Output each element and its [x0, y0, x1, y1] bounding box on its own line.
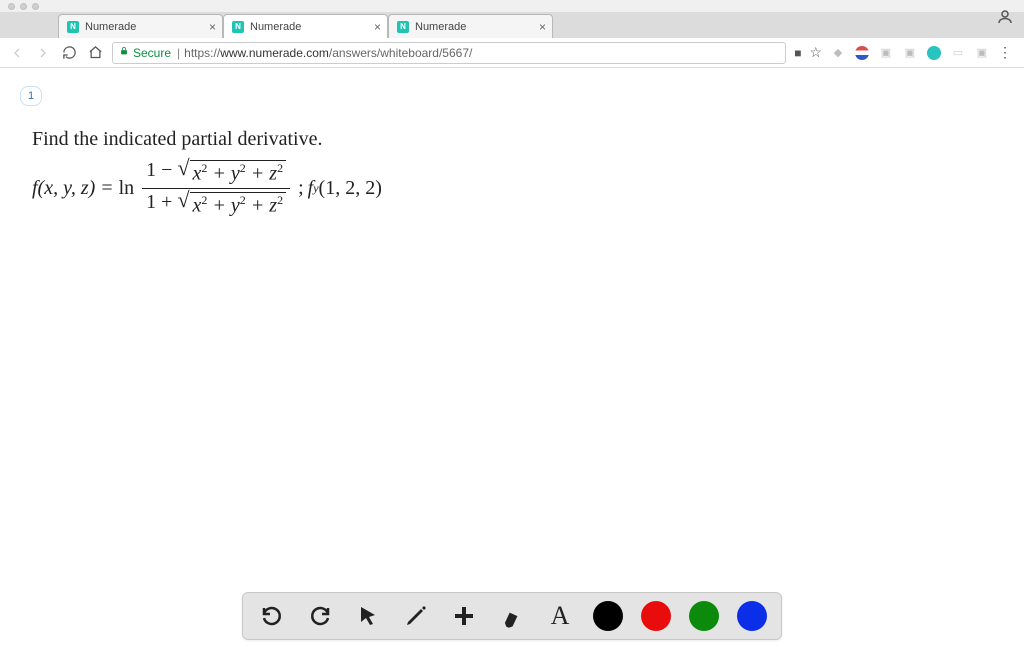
extension-icon-5[interactable]: [926, 45, 942, 61]
traffic-light-zoom[interactable]: [32, 3, 39, 10]
lock-icon: [119, 46, 129, 59]
tab-1[interactable]: N Numerade ×: [223, 14, 388, 38]
favicon-icon: N: [232, 21, 244, 33]
profile-icon[interactable]: [996, 8, 1014, 26]
tab-strip: N Numerade × N Numerade × N Numerade ×: [0, 12, 1024, 38]
color-red[interactable]: [641, 601, 671, 631]
home-button[interactable]: [86, 44, 104, 62]
radicand: x2 + y2 + z2: [190, 160, 287, 186]
rhs-args: (1, 2, 2): [319, 177, 382, 200]
tab-title: Numerade: [85, 21, 136, 33]
extension-icon-4[interactable]: ▣: [902, 45, 918, 61]
traffic-light-minimize[interactable]: [20, 3, 27, 10]
ln-label: ln: [119, 177, 135, 200]
tab-2[interactable]: N Numerade ×: [388, 14, 553, 38]
redo-button[interactable]: [305, 601, 335, 631]
page-number-badge[interactable]: 1: [20, 86, 42, 106]
menu-icon[interactable]: ⋮: [998, 44, 1012, 61]
denominator: 1 + √ x2 + y2 + z2: [142, 189, 290, 220]
address-bar: Secure | https://www.numerade.com/answer…: [0, 38, 1024, 68]
window-chrome: [0, 0, 1024, 12]
numerator: 1 − √ x2 + y2 + z2: [142, 157, 290, 188]
page-content: 1 Find the indicated partial derivative.…: [0, 68, 1024, 237]
color-blue[interactable]: [737, 601, 767, 631]
radicand: x2 + y2 + z2: [190, 192, 287, 218]
traffic-light-close[interactable]: [8, 3, 15, 10]
undo-button[interactable]: [257, 601, 287, 631]
camera-icon[interactable]: ■: [794, 46, 801, 60]
star-icon[interactable]: ☆: [809, 44, 822, 61]
tab-0[interactable]: N Numerade ×: [58, 14, 223, 38]
forward-button[interactable]: [34, 44, 52, 62]
extension-icon-7[interactable]: ▣: [974, 45, 990, 61]
lhs: f(x, y, z): [32, 177, 95, 200]
num-prefix: 1 −: [146, 159, 172, 181]
radical-icon: √: [177, 191, 189, 209]
url-host: www.numerade.com: [220, 46, 329, 60]
radical-icon: √: [177, 159, 189, 177]
extension-icon-2[interactable]: [854, 45, 870, 61]
fraction: 1 − √ x2 + y2 + z2 1 + √ x2 + y2 + z2: [142, 157, 290, 219]
url-box[interactable]: Secure | https://www.numerade.com/answer…: [112, 42, 786, 64]
url-separator: |: [177, 46, 180, 60]
reload-button[interactable]: [60, 44, 78, 62]
close-icon[interactable]: ×: [539, 20, 546, 34]
eraser-tool[interactable]: [497, 601, 527, 631]
url-path: /answers/whiteboard/5667/: [329, 46, 472, 60]
equals: =: [101, 177, 112, 200]
formula: f(x, y, z) = ln 1 − √ x2 + y2 + z2 1 +: [32, 157, 1004, 219]
extension-icon-6[interactable]: ▭: [950, 45, 966, 61]
pencil-tool[interactable]: [401, 601, 431, 631]
den-prefix: 1 +: [146, 191, 172, 213]
plus-tool[interactable]: [449, 601, 479, 631]
back-button[interactable]: [8, 44, 26, 62]
pointer-tool[interactable]: [353, 601, 383, 631]
tab-title: Numerade: [415, 21, 466, 33]
close-icon[interactable]: ×: [209, 20, 216, 34]
url-protocol: https://: [184, 46, 220, 60]
sqrt-num: √ x2 + y2 + z2: [177, 160, 286, 186]
favicon-icon: N: [397, 21, 409, 33]
sqrt-den: √ x2 + y2 + z2: [177, 192, 286, 218]
extension-icon-3[interactable]: ▣: [878, 45, 894, 61]
problem-prompt: Find the indicated partial derivative.: [32, 128, 1004, 151]
extension-icon-1[interactable]: ◆: [830, 45, 846, 61]
color-green[interactable]: [689, 601, 719, 631]
math-area: Find the indicated partial derivative. f…: [20, 128, 1004, 219]
secure-label: Secure: [133, 46, 171, 60]
color-black[interactable]: [593, 601, 623, 631]
tab-title: Numerade: [250, 21, 301, 33]
whiteboard-toolbar: A: [242, 592, 782, 640]
text-tool[interactable]: A: [545, 601, 575, 631]
address-bar-right: ■ ☆ ◆ ▣ ▣ ▭ ▣ ⋮: [794, 44, 1016, 61]
favicon-icon: N: [67, 21, 79, 33]
close-icon[interactable]: ×: [374, 20, 381, 34]
separator: ;: [298, 177, 304, 200]
